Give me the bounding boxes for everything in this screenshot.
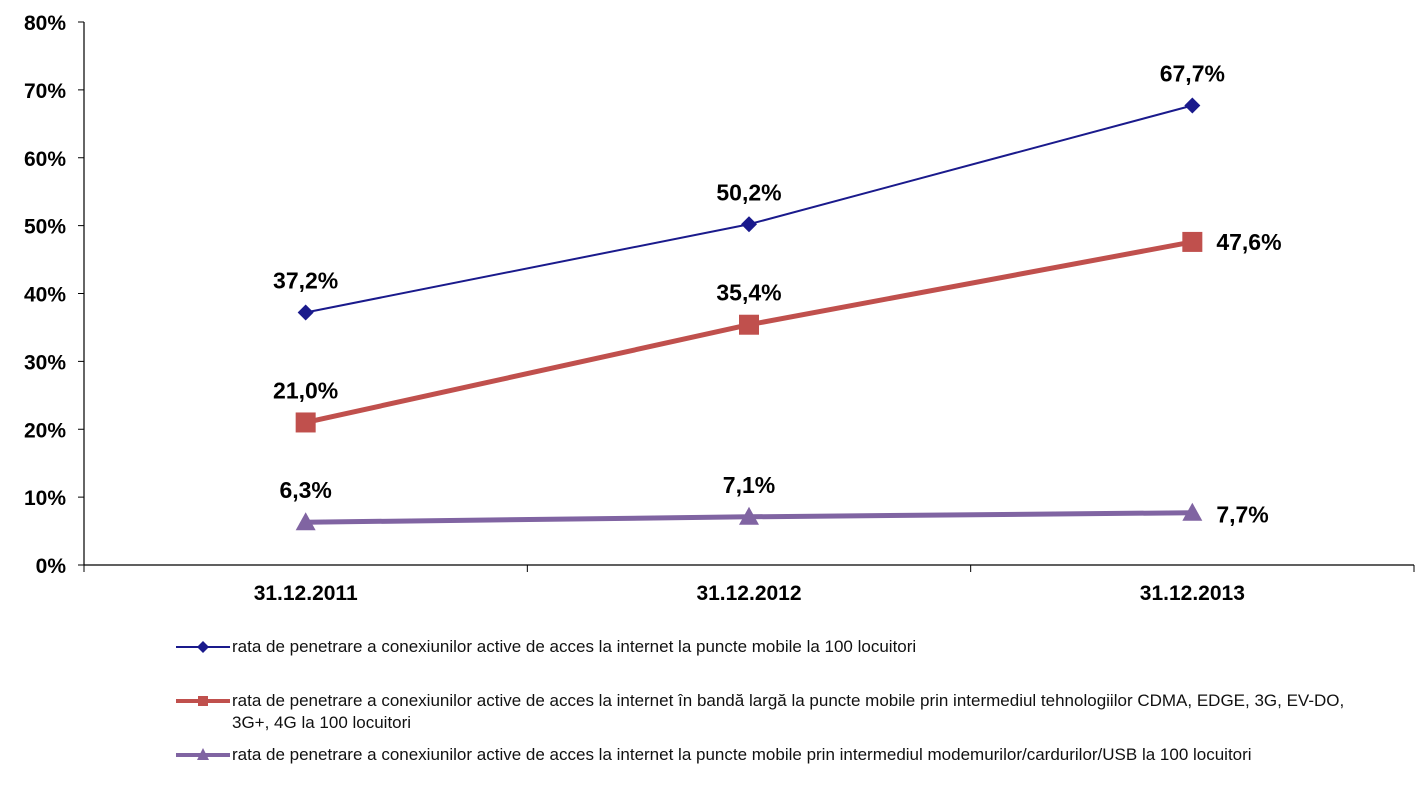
data-label: 7,1% — [723, 472, 775, 498]
legend-swatch-diamond — [176, 641, 230, 653]
y-tick-label: 70% — [24, 80, 66, 103]
legend-item-broadband: rata de penetrare a conexiunilor active … — [176, 690, 1376, 734]
legend-item-mobile-internet: rata de penetrare a conexiunilor active … — [176, 636, 1376, 658]
data-label: 50,2% — [716, 179, 781, 205]
y-tick-label: 50% — [24, 216, 66, 239]
legend-label: rata de penetrare a conexiunilor active … — [232, 637, 917, 656]
y-tick-label: 40% — [24, 284, 66, 307]
y-tick-label: 80% — [24, 12, 66, 35]
y-tick-label: 0% — [36, 555, 67, 578]
legend-swatch-triangle — [176, 748, 230, 760]
legend-label: rata de penetrare a conexiunilor active … — [232, 745, 1252, 764]
legend-item-modems: rata de penetrare a conexiunilor active … — [176, 744, 1376, 766]
data-point-triangle — [1182, 502, 1203, 521]
y-tick-label: 30% — [24, 351, 66, 374]
x-tick-label: 31.12.2012 — [696, 582, 801, 605]
y-tick-label: 60% — [24, 148, 66, 171]
data-label: 7,7% — [1216, 502, 1268, 528]
data-point-diamond — [741, 216, 757, 233]
data-point-square — [295, 412, 316, 433]
x-tick-label: 31.12.2011 — [254, 582, 358, 605]
data-point-square — [739, 314, 759, 335]
data-point-triangle — [739, 506, 759, 525]
data-label: 21,0% — [273, 377, 338, 403]
line-chart: 0% 10% 20% 30% 40% 50% 60% 70% 80% 31.12.2011 31.1… — [24, 12, 1415, 605]
data-label: 37,2% — [273, 268, 338, 294]
data-point-square — [1182, 231, 1203, 252]
legend-swatch-square — [176, 696, 230, 706]
x-tick-label: 31.12.2013 — [1140, 582, 1245, 605]
data-label: 67,7% — [1160, 60, 1225, 86]
data-label: 6,3% — [279, 477, 331, 503]
data-point-diamond — [1184, 97, 1201, 114]
data-point-triangle — [295, 512, 316, 531]
data-label: 35,4% — [716, 280, 781, 306]
data-point-diamond — [297, 304, 314, 321]
y-tick-label: 10% — [24, 487, 66, 510]
legend-label: rata de penetrare a conexiunilor active … — [232, 691, 1345, 732]
y-tick-label: 20% — [24, 419, 66, 442]
data-label: 47,6% — [1216, 229, 1281, 255]
